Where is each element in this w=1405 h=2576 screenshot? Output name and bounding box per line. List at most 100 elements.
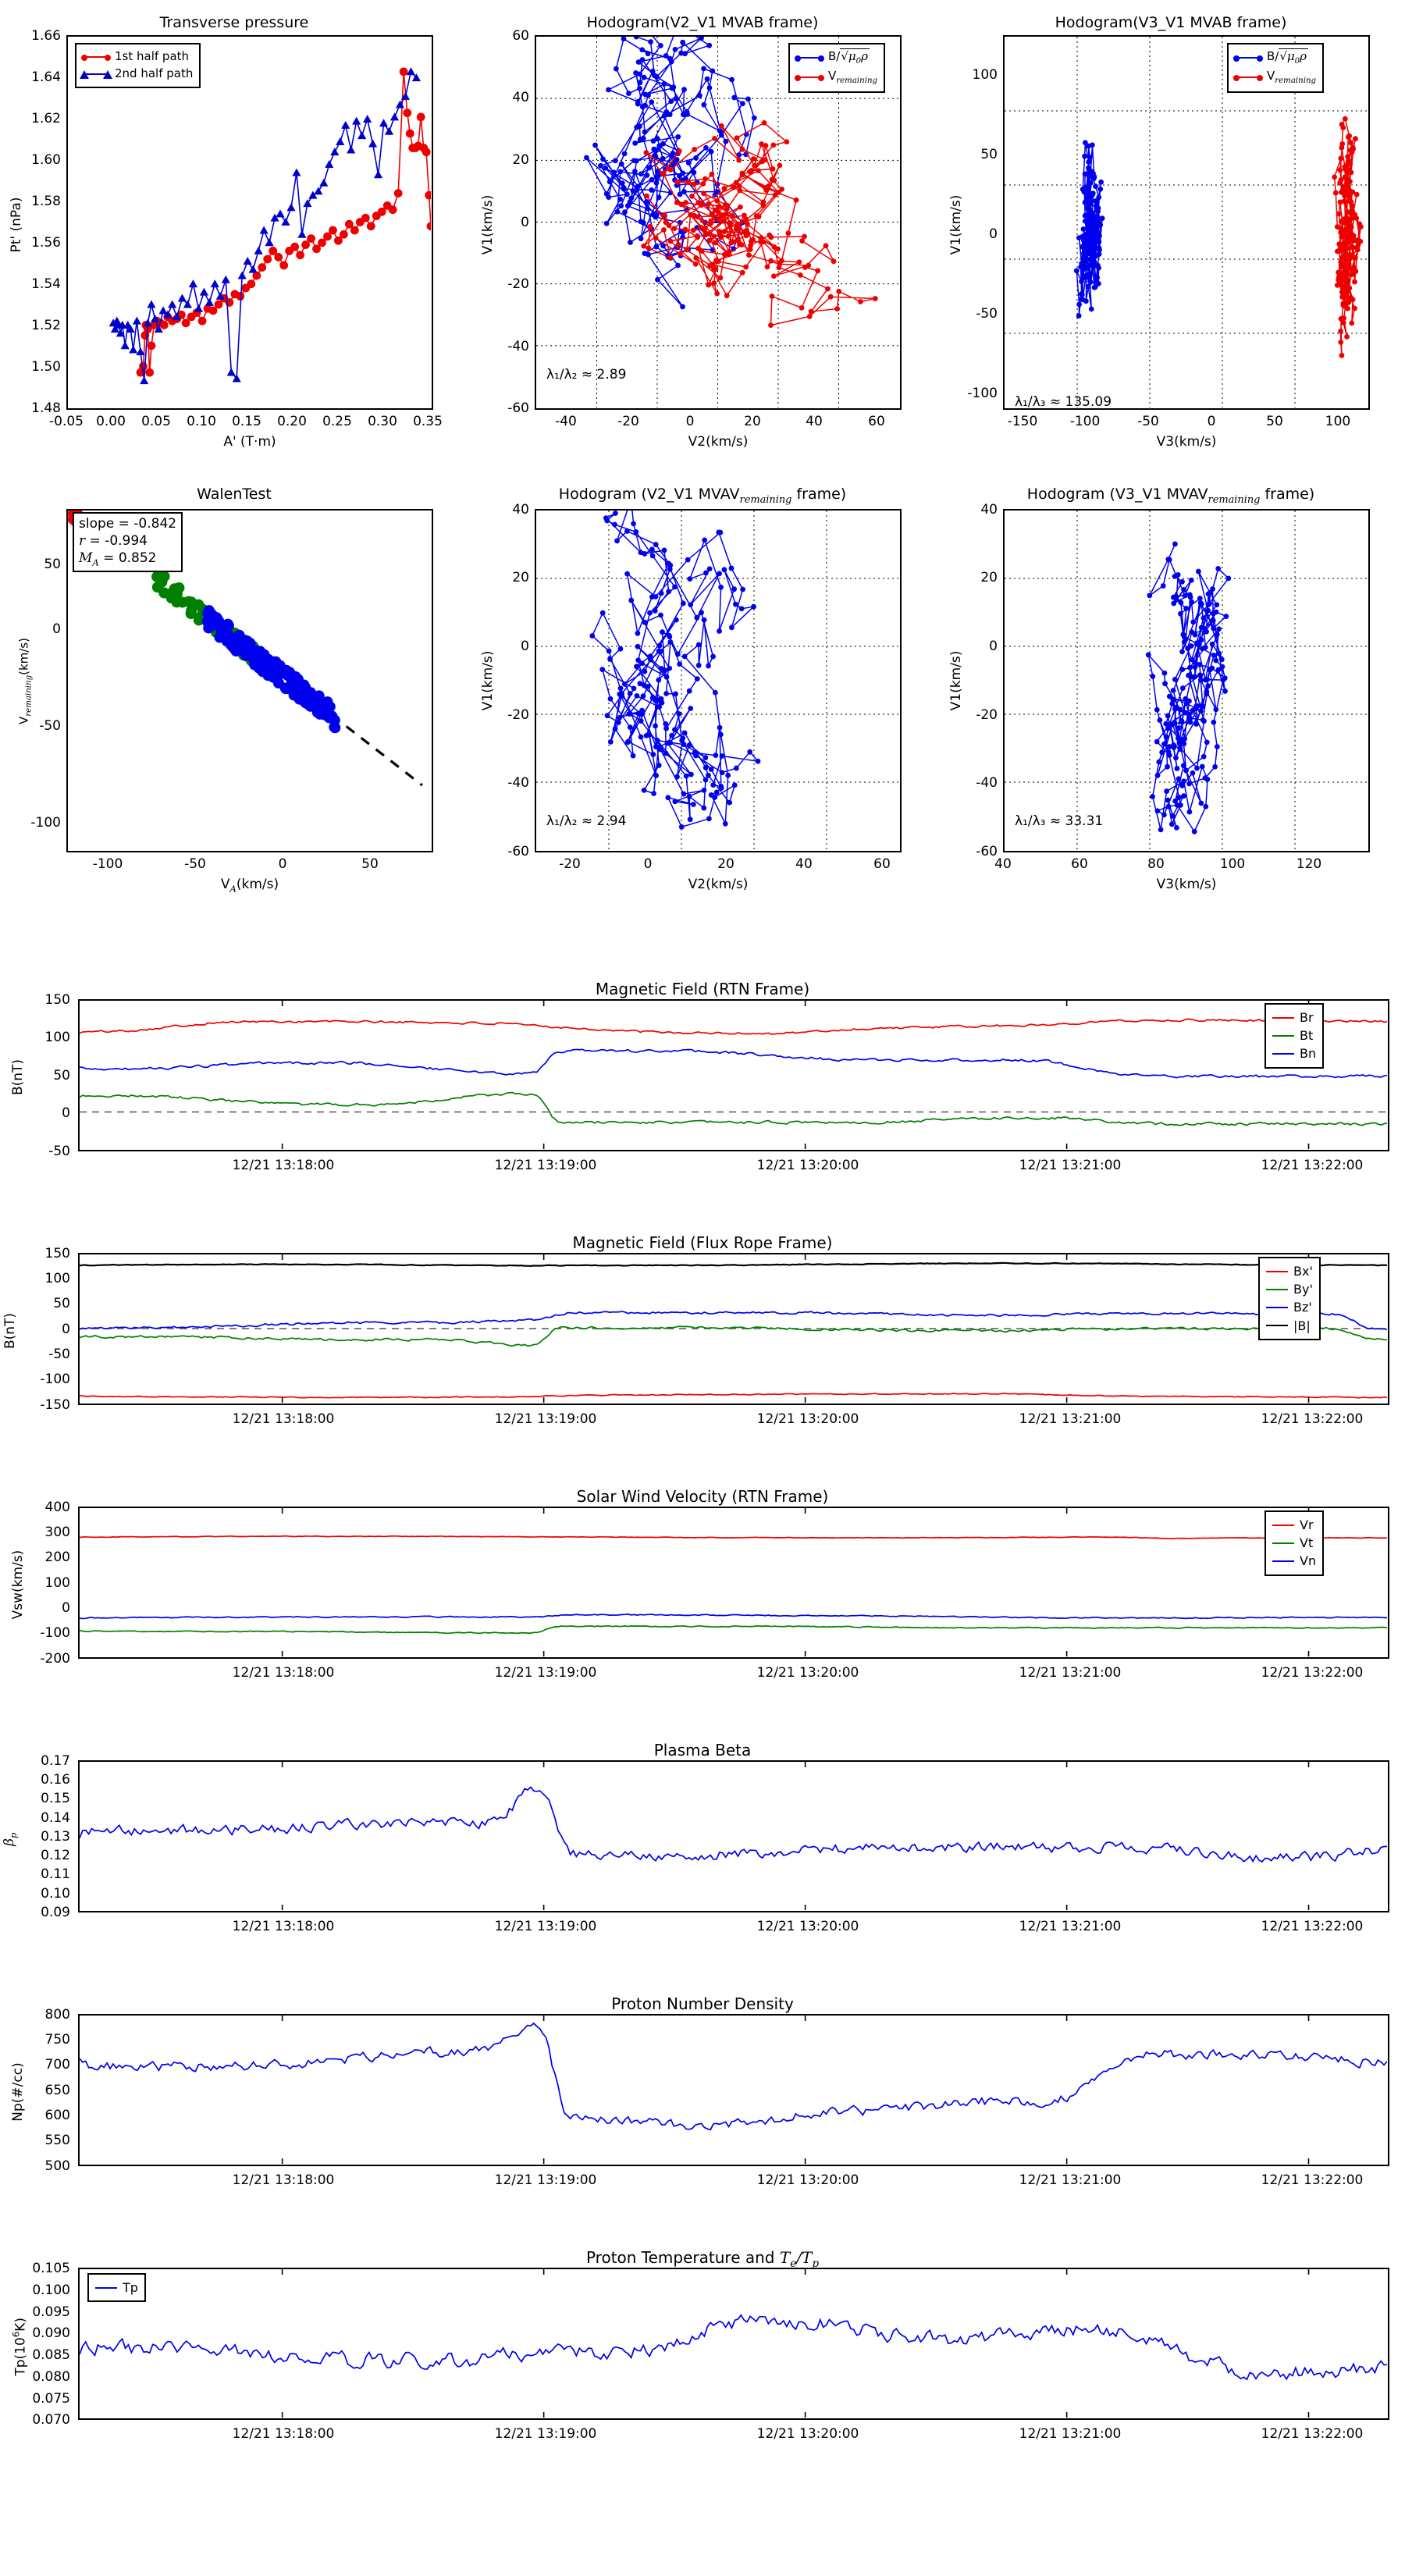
ytick: -100 [967,386,998,401]
legend-item: Bz' [1266,1298,1313,1316]
xtick: 12/21 13:22:00 [1261,2426,1364,2442]
y-axis-label: B(nT) [2,1312,18,1350]
page-title: Magnetic Field (Flux Rope Frame) [572,1233,833,1252]
legend-swatch-vr [1272,1524,1294,1526]
legend-label: Br [1300,1010,1314,1025]
hodogram-v3v1-mvav-svg [1005,511,1368,850]
xtick: -50 [1137,414,1159,429]
xtick: 60 [873,856,891,872]
plot-area-b-rtn [78,999,1389,1151]
xtick: 12/21 13:18:00 [232,1158,335,1173]
legend-label: Vn [1300,1553,1317,1569]
plasma-beta-svg [80,1762,1387,1910]
ytick: 150 [44,992,70,1008]
x-axis-label: V2(km/s) [688,877,749,892]
xtick: 12/21 13:22:00 [1261,1158,1364,1173]
legend-swatch-vt [1272,1542,1294,1544]
ytick: 1.48 [31,400,61,416]
y-axis-label: V1(km/s) [948,194,964,255]
xtick: -150 [1007,414,1038,429]
panel-plasma-beta: Plasma Beta 0.17 0.16 0.15 0.14 0.13 0.1… [0,1741,1405,1963]
ytick: 0.10 [41,1886,70,1902]
eigenvalue-ratio-annotation: λ₁/λ₃ ≈ 135.09 [1015,394,1112,410]
page-title: Proton Number Density [611,1994,794,2013]
legend-label: Bt [1300,1028,1314,1044]
xtick: 12/21 13:19:00 [494,1411,597,1427]
xtick: 12/21 13:20:00 [756,1158,859,1173]
legend-item: Bx' [1266,1262,1313,1280]
xtick: 12/21 13:19:00 [494,2426,597,2442]
xtick: 50 [361,856,379,872]
xtick: -0.05 [49,414,84,429]
legend-item: Vt [1272,1534,1316,1552]
xtick: 12/21 13:19:00 [494,1919,597,1934]
ytick: 100 [44,1575,70,1591]
plot-area-hodogram-v3v1-mvav [1003,509,1370,852]
xtick: 12/21 13:20:00 [756,1411,859,1427]
legend-label-v: Vremaining [828,68,878,85]
xtick: 12/21 13:22:00 [1261,2172,1364,2188]
ytick: 100 [972,67,998,83]
ytick: 700 [44,2057,70,2073]
legend-item: By' [1266,1280,1313,1298]
ytick: 0.090 [32,2325,70,2341]
legend-item: B/√μ0ρ [1233,48,1316,68]
xtick: 0 [1207,414,1216,429]
xtick: -40 [555,414,577,429]
ytick: -40 [507,339,529,354]
eigenvalue-ratio-annotation: λ₁/λ₃ ≈ 33.31 [1015,813,1104,829]
ytick: 0.15 [41,1791,70,1806]
xtick: 0.15 [232,414,261,429]
legend-label: Tp [123,2280,138,2295]
ytick: -40 [507,775,529,791]
plot-area-b-fluxrope [78,1253,1389,1405]
xtick: 12/21 13:20:00 [756,2426,859,2442]
legend-swatch-by [1266,1288,1288,1290]
proton-density-svg [80,2016,1387,2164]
xtick: 80 [1147,856,1165,872]
ytick: 0 [52,621,61,637]
ytick: -50 [39,718,61,734]
ytick: 50 [53,1068,70,1083]
ytick: 100 [44,1271,70,1286]
legend-b-fluxrope: Bx' By' Bz' |B| [1258,1257,1321,1340]
legend-swatch-b-alfven [1233,55,1263,62]
legend-item: Tp [95,2279,138,2297]
legend-item: Vr [1272,1516,1316,1534]
ytick: 0.075 [32,2391,70,2407]
xtick: 0 [643,856,653,872]
ytick: 0 [989,226,998,242]
walen-ma: MA = 0.852 [79,550,157,568]
ytick: 0 [62,1322,70,1337]
legend-item: Bt [1272,1026,1316,1044]
y-axis-label: Vremaining(km/s) [16,638,34,724]
panel-solar-wind-velocity: Solar Wind Velocity (RTN Frame) 400 300 … [0,1487,1405,1710]
x-axis-label: V2(km/s) [688,434,749,450]
xtick: 12/21 13:21:00 [1019,1919,1122,1934]
page-title: Magnetic Field (RTN Frame) [595,980,810,998]
ytick: 0.14 [41,1810,70,1826]
xtick: 100 [1325,414,1351,429]
xtick: 0 [278,856,287,872]
ytick: 0.080 [32,2369,70,2385]
page-title: Hodogram (V3_V1 MVAVremaining frame) [1026,486,1315,506]
legend-transverse-pressure: 1st half path 2nd half path [75,43,201,88]
x-axis-label: V3(km/s) [1156,877,1217,892]
page-title: Solar Wind Velocity (RTN Frame) [576,1487,829,1506]
legend-label: |B| [1293,1318,1311,1333]
xtick: 12/21 13:21:00 [1019,1665,1122,1681]
eigenvalue-ratio-annotation: λ₁/λ₂ ≈ 2.94 [546,813,627,829]
transverse-pressure-svg [108,67,431,385]
ytick: 0.100 [32,2282,70,2298]
xtick: 0.30 [368,414,397,429]
ytick: 100 [44,1030,70,1045]
ytick: -60 [507,844,529,859]
vsw-svg [80,1508,1387,1656]
page-title: Hodogram (V2_V1 MVAVremaining frame) [558,486,847,506]
legend-label: 2nd half path [115,66,194,80]
xtick: 12/21 13:18:00 [232,1919,335,1934]
xtick: 0.35 [413,414,443,429]
ytick: 0.070 [32,2412,70,2428]
xtick: 100 [1219,856,1246,872]
ytick: -60 [976,844,998,859]
